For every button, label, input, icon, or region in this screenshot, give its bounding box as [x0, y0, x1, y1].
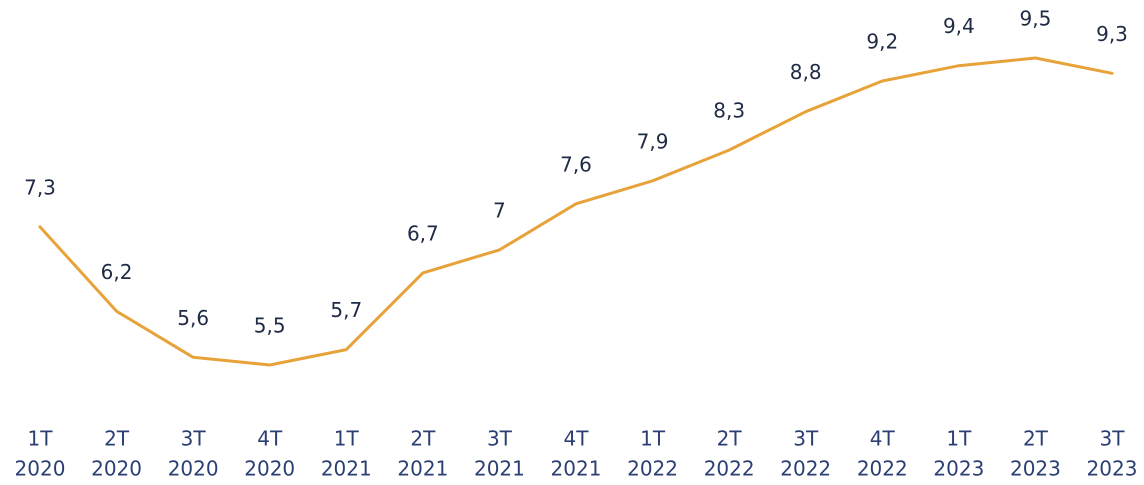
- data-label: 7,6: [560, 152, 592, 176]
- x-tick-label: 1T: [334, 427, 360, 451]
- data-label: 6,2: [101, 260, 133, 284]
- x-tick-label: 2020: [168, 457, 219, 481]
- x-tick-label: 2T: [1023, 427, 1049, 451]
- x-tick-label: 4T: [564, 427, 590, 451]
- data-label: 6,7: [407, 221, 439, 245]
- x-tick-label: 2022: [857, 457, 908, 481]
- data-label: 5,5: [254, 314, 286, 338]
- x-tick-label: 2T: [410, 427, 436, 451]
- line: [38, 56, 1114, 367]
- data-label: 8,8: [790, 60, 822, 84]
- data-label: 9,3: [1096, 22, 1128, 46]
- data-label: 9,4: [943, 14, 975, 38]
- x-tick-label: 2021: [397, 457, 448, 481]
- data-label: 9,5: [1020, 7, 1052, 31]
- x-tick-label: 2021: [474, 457, 525, 481]
- x-tick-label: 3T: [793, 427, 819, 451]
- x-tick-label: 2020: [244, 457, 295, 481]
- data-label: 7: [493, 198, 506, 222]
- data-label: 8,3: [713, 99, 745, 123]
- x-tick-label: 1T: [640, 427, 666, 451]
- x-tick-label: 2021: [551, 457, 602, 481]
- x-tick-label: 2022: [704, 457, 755, 481]
- x-tick-label: 2T: [104, 427, 130, 451]
- x-tick-label: 2023: [933, 457, 984, 481]
- data-label: 5,7: [330, 298, 362, 322]
- x-tick-label: 2020: [15, 457, 66, 481]
- x-tick-label: 3T: [1100, 427, 1126, 451]
- x-tick-label: 1T: [28, 427, 54, 451]
- data-label: 5,6: [177, 306, 209, 330]
- x-tick-label: 2022: [627, 457, 678, 481]
- data-label: 9,2: [866, 30, 898, 54]
- x-tick-label: 2021: [321, 457, 372, 481]
- data-label: 7,3: [24, 175, 56, 199]
- x-tick-label: 4T: [257, 427, 283, 451]
- x-tick-label: 3T: [487, 427, 513, 451]
- x-tick-label: 1T: [946, 427, 972, 451]
- x-tick-label: 2023: [1087, 457, 1138, 481]
- x-tick-label: 2020: [91, 457, 142, 481]
- data-label: 7,9: [637, 129, 669, 153]
- x-tick-label: 3T: [181, 427, 207, 451]
- x-tick-label: 2T: [717, 427, 743, 451]
- x-tick-label: 2022: [780, 457, 831, 481]
- x-tick-label: 2023: [1010, 457, 1061, 481]
- x-tick-label: 4T: [870, 427, 896, 451]
